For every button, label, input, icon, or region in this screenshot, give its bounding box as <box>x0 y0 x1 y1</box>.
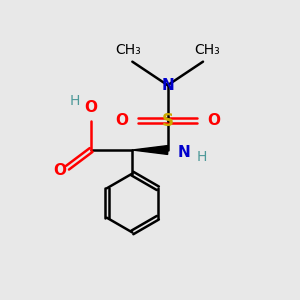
Text: H: H <box>70 94 80 107</box>
Text: O: O <box>207 113 220 128</box>
Polygon shape <box>132 146 168 154</box>
Text: O: O <box>85 100 98 115</box>
Text: N: N <box>178 146 190 160</box>
Text: H: H <box>196 150 207 164</box>
Text: S: S <box>162 112 174 130</box>
Text: CH₃: CH₃ <box>115 43 141 57</box>
Text: N: N <box>161 78 174 93</box>
Text: CH₃: CH₃ <box>194 43 220 57</box>
Text: O: O <box>54 163 67 178</box>
Text: O: O <box>116 113 128 128</box>
